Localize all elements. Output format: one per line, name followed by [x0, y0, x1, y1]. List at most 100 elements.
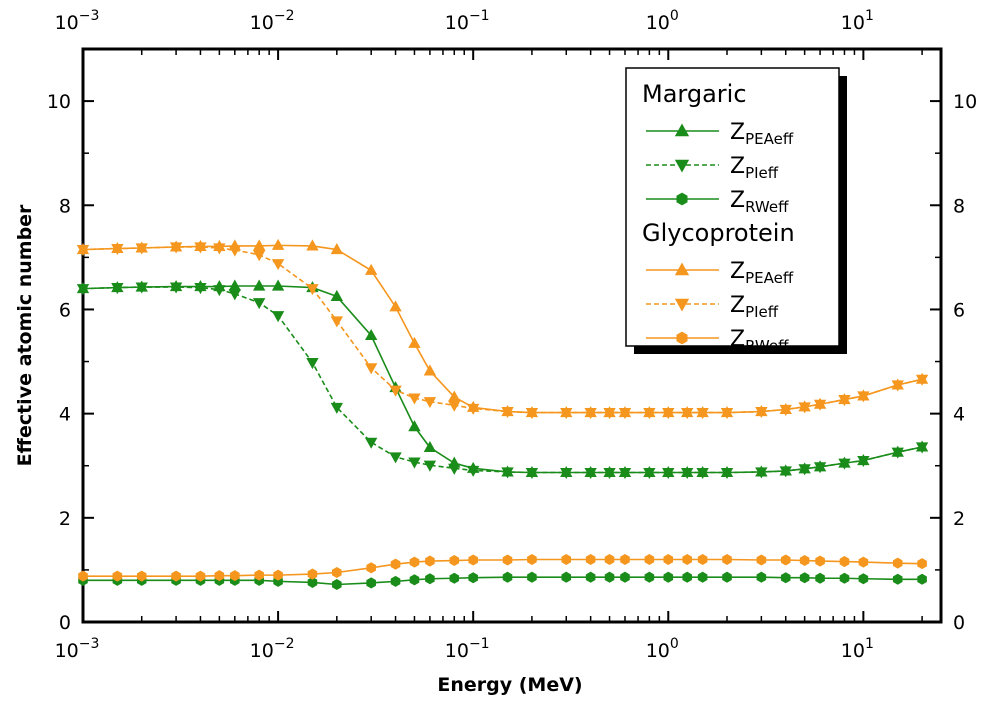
legend-marker: [674, 123, 690, 137]
data-point: [364, 263, 378, 275]
data-point: [306, 358, 319, 370]
data-point: [779, 466, 792, 478]
data-point: [425, 555, 435, 567]
data-point: [815, 555, 825, 567]
series-3: [78, 571, 927, 591]
x-tick-label-bottom: 10−3: [55, 636, 100, 662]
x-tick-exponent: −3: [79, 636, 100, 652]
data-point: [857, 391, 870, 403]
data-point: [561, 553, 572, 566]
data-point: [253, 239, 266, 251]
legend-entry-label: ZPIeff: [730, 154, 779, 182]
data-point: [111, 243, 124, 256]
data-point: [643, 467, 656, 479]
data-point: [584, 408, 597, 420]
x-tick-label-top: 10−2: [250, 8, 295, 34]
data-point: [468, 554, 478, 566]
x-tick-exponent: −1: [469, 8, 490, 24]
data-point: [815, 572, 825, 584]
data-point: [618, 467, 632, 479]
x-tick-exponent: −2: [274, 8, 295, 24]
data-point: [585, 553, 596, 566]
x-tick-exponent: −3: [79, 8, 100, 24]
data-point: [696, 467, 709, 479]
x-tick-label-top: 100: [646, 8, 679, 34]
data-point: [366, 562, 376, 574]
data-point: [228, 279, 241, 291]
data-point: [663, 553, 674, 566]
plot-frame: [81, 47, 943, 624]
data-point: [813, 462, 827, 474]
data-point: [644, 571, 655, 583]
x-tick-base: 10: [250, 12, 274, 34]
data-point: [915, 442, 929, 454]
data-point: [813, 399, 827, 411]
data-point: [448, 390, 461, 402]
legend-box: [625, 67, 840, 347]
x-tick-exponent: −1: [469, 636, 490, 652]
data-point: [78, 570, 88, 582]
data-point: [585, 571, 596, 583]
data-point: [364, 329, 378, 341]
data-point: [332, 566, 342, 579]
x-tick-exponent: 1: [865, 8, 874, 24]
x-tick-label-top: 10−3: [55, 8, 100, 34]
data-point: [230, 570, 240, 582]
data-point: [799, 555, 810, 567]
data-point: [408, 420, 421, 432]
data-point: [213, 243, 226, 255]
data-point: [620, 571, 630, 583]
data-point: [720, 467, 734, 479]
legend-entry-subscript: PIeff: [745, 303, 779, 321]
series-2: [76, 282, 929, 479]
legend-entry-symbol: Z: [730, 154, 745, 179]
data-point: [271, 238, 285, 250]
data-point: [838, 395, 851, 407]
data-point: [408, 457, 421, 469]
y-tick-label-right: 8: [953, 195, 965, 217]
data-point: [389, 300, 402, 312]
data-point: [306, 239, 319, 251]
legend-entry-symbol: Z: [730, 259, 745, 284]
legend-entry-label: ZPIeff: [730, 293, 779, 321]
data-point: [722, 571, 732, 583]
legend-entry-subscript: RWeff: [745, 198, 789, 216]
data-point: [330, 402, 343, 414]
data-point: [111, 283, 124, 295]
data-point: [389, 452, 402, 464]
legend-entry-label: ZRWeff: [730, 327, 789, 355]
data-point: [502, 571, 513, 583]
y-tick-label-left: 0: [59, 612, 71, 634]
data-point: [195, 570, 206, 582]
data-point: [169, 242, 183, 254]
legend-entry-subscript: PEAeff: [745, 269, 794, 287]
data-point: [838, 458, 851, 470]
legend-entry-label: ZRWeff: [730, 188, 789, 216]
data-point: [722, 553, 732, 566]
data-point: [603, 408, 616, 420]
legend-group-title: Margaric: [642, 80, 747, 108]
series-line: [82, 286, 923, 474]
legend-entry-label: ZPEAeff: [730, 120, 794, 148]
data-point: [306, 284, 319, 296]
data-point: [604, 571, 615, 583]
y-tick-label-left: 2: [59, 508, 71, 530]
x-tick-base: 10: [841, 640, 865, 662]
data-point: [720, 408, 734, 420]
data-point: [194, 283, 207, 295]
data-point: [448, 463, 461, 475]
data-point: [330, 243, 343, 255]
data-point: [755, 467, 768, 479]
data-point: [425, 573, 435, 585]
legend-entry-subscript: PIeff: [745, 164, 779, 182]
data-point: [620, 553, 630, 566]
data-point: [891, 447, 904, 459]
series-5: [76, 242, 929, 420]
data-point: [603, 467, 616, 479]
y-tick-label-right: 0: [953, 612, 965, 634]
data-point: [644, 553, 655, 566]
series-6: [78, 553, 927, 582]
data-point: [501, 407, 514, 419]
data-point: [390, 558, 401, 570]
data-point: [798, 464, 811, 476]
